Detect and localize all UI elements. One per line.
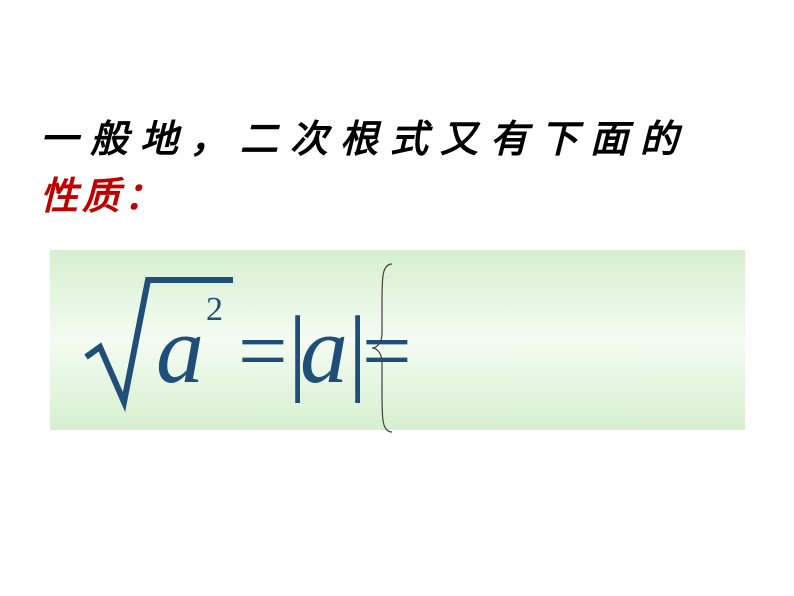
formula: a 2 = | a | = (78, 262, 418, 422)
exponent-2: 2 (206, 291, 223, 328)
intro-text: 一般地，二次根式又有下面的 性质： (40, 108, 740, 220)
brace-path (372, 264, 392, 432)
text-line1: 一般地，二次根式又有下面的 (40, 108, 740, 163)
left-brace (370, 258, 400, 438)
equals-1: = (238, 303, 288, 400)
text-line2: 性质： (40, 165, 740, 220)
radicand-a: a (156, 296, 204, 403)
abs-a: a (300, 296, 348, 403)
